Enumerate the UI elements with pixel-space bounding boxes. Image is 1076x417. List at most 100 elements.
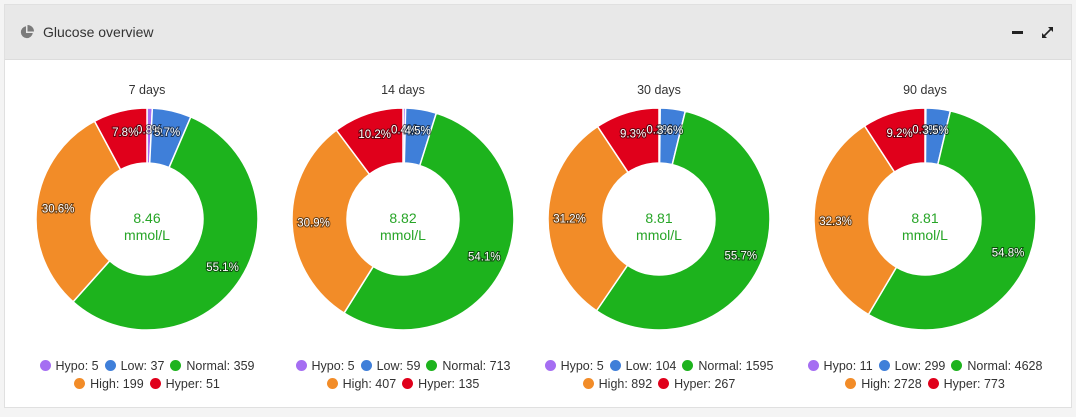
minimize-icon[interactable] [1009,23,1027,41]
legend-row: Hypo: 11 Low: 299 Normal: 4628 [792,357,1058,375]
legend-row: Hypo: 5 Low: 104 Normal: 1595 [526,357,792,375]
slice-high[interactable] [547,125,630,312]
legend-label: Hyper: 267 [674,377,736,391]
legend-dot-icon [426,360,438,371]
legend-item-normal[interactable]: Normal: 359 [170,357,254,375]
legend-dot-icon [878,360,890,371]
slice-label-low: 4.5% [405,126,431,138]
legend-dot-icon [295,360,307,371]
legend: Hypo: 5 Low: 104 Normal: 1595 High: 892 Hype… [526,357,792,393]
legend-item-low[interactable]: Low: 37 [104,357,165,375]
legend-item-high[interactable]: High: 892 [582,375,653,393]
donut-svg: 0.3%3.5% 54.8% 32.3% 9.2% [813,107,1037,331]
slice-normal[interactable] [595,110,771,331]
slice-hyper[interactable] [93,107,148,171]
panel-header: Glucose overview [5,5,1071,60]
slice-label-hypo: 0.3% [912,125,938,137]
slice-label-high: 30.9% [297,218,330,230]
legend-item-hypo[interactable]: Hypo: 5 [295,357,355,375]
legend-label: Low: 37 [120,359,165,373]
legend-item-normal[interactable]: Normal: 4628 [951,357,1042,375]
legend-dot-icon [582,378,594,389]
legend-row: High: 2728 Hyper: 773 [792,375,1058,393]
legend-item-hypo[interactable]: Hypo: 11 [807,357,873,375]
legend-item-high[interactable]: High: 2728 [845,375,922,393]
legend-item-low[interactable]: Low: 59 [360,357,420,375]
legend-label: High: 2728 [861,377,922,391]
legend-label: Normal: 4628 [967,359,1043,373]
legend-label: Low: 104 [625,359,677,373]
slice-hyper[interactable] [863,107,926,174]
legend-item-hypo[interactable]: Hypo: 5 [544,357,604,375]
legend: Hypo: 5 Low: 59 Normal: 713 High: 407 Hyper:… [270,357,536,393]
legend-dot-icon [170,360,182,371]
center-unit: mmol/L [902,227,948,243]
legend-item-low[interactable]: Low: 299 [878,357,945,375]
slice-label-low: 3.6% [657,125,683,137]
center-value: 8.81 [645,210,673,226]
legend-dot-icon [845,378,857,389]
slice-normal[interactable] [343,112,515,331]
donut-svg: 0.8%5.7% 55.1% 30.6% 7.8% [35,107,259,331]
legend-dot-icon [149,378,161,389]
legend-item-high[interactable]: High: 407 [326,375,397,393]
legend-dot-icon [658,378,670,389]
center-value: 8.81 [911,210,939,226]
legend-label: Hyper: 773 [943,377,1005,391]
slice-label-hyper: 9.3% [620,128,646,140]
legend-label: Normal: 359 [186,359,255,373]
legend-label: Normal: 713 [442,359,511,373]
legend-item-high[interactable]: High: 199 [74,375,144,393]
slice-normal[interactable] [867,110,1037,331]
slice-label-hypo: 0.4% [391,125,417,137]
pie-chart-icon [20,25,34,39]
center-unit: mmol/L [380,227,426,243]
center-value: 8.82 [389,210,417,226]
legend-dot-icon [402,378,414,389]
glucose-overview-panel: Glucose overview 0.8% 5.7% 55.1% 30.6% 7.8% … [4,4,1072,408]
expand-icon[interactable] [1039,23,1057,41]
chart-title: 30 days [637,83,681,97]
chart-14-days: 0.4% 4.5% 54.1% 30.9% 10.2% 14 days 8.82 mmo… [270,59,536,409]
legend: Hypo: 5 Low: 37 Normal: 359 High: 199 Hyper:… [14,357,280,393]
legend-item-hyper[interactable]: Hyper: 51 [149,375,220,393]
legend-item-low[interactable]: Low: 104 [609,357,677,375]
legend-dot-icon [807,360,819,371]
slice-label-normal: 55.1% [206,262,239,274]
legend-item-hypo[interactable]: Hypo: 5 [39,357,99,375]
slice-label-low: 5.7% [154,127,180,139]
slice-high[interactable] [35,120,122,303]
slice-label-hyper: 10.2% [358,129,391,141]
slice-label-normal: 54.8% [992,247,1025,259]
center-unit: mmol/L [124,227,170,243]
slice-high[interactable] [291,129,375,315]
slice-label-hypo: 0.2% [646,125,672,137]
slice-label-hyper: 7.8% [112,127,138,139]
legend-label: High: 407 [342,377,397,391]
slice-label-high: 31.2% [553,213,586,225]
legend-label: High: 892 [598,377,653,391]
slice-high[interactable] [813,124,898,316]
slice-label-high: 30.6% [42,203,75,215]
legend-item-normal[interactable]: Normal: 713 [426,357,510,375]
panel-title: Glucose overview [43,24,154,40]
legend-label: Hypo: 11 [823,359,873,373]
legend-dot-icon [74,378,86,389]
legend-item-hyper[interactable]: Hyper: 773 [927,375,1005,393]
legend-row: Hypo: 5 Low: 59 Normal: 713 [270,357,536,375]
legend-item-normal[interactable]: Normal: 1595 [682,357,773,375]
legend-label: Normal: 1595 [698,359,774,373]
donut-svg: 0.4%4.5% 54.1% 30.9% 10.2% [291,107,515,331]
legend-label: Hyper: 135 [418,377,480,391]
slice-label-low: 3.5% [923,125,949,137]
slice-normal[interactable] [72,116,259,331]
slice-hyper[interactable] [335,107,404,176]
chart-title: 14 days [381,83,425,97]
legend-item-hyper[interactable]: Hyper: 135 [402,375,479,393]
legend-row: High: 407 Hyper: 135 [270,375,536,393]
chart-30-days: 0.2% 3.6% 55.7% 31.2% 9.3% 30 days 8.81 mmol… [526,59,792,409]
slice-hyper[interactable] [596,107,660,174]
legend-row: High: 199 Hyper: 51 [14,375,280,393]
legend-dot-icon [39,360,51,371]
legend-item-hyper[interactable]: Hyper: 267 [658,375,735,393]
